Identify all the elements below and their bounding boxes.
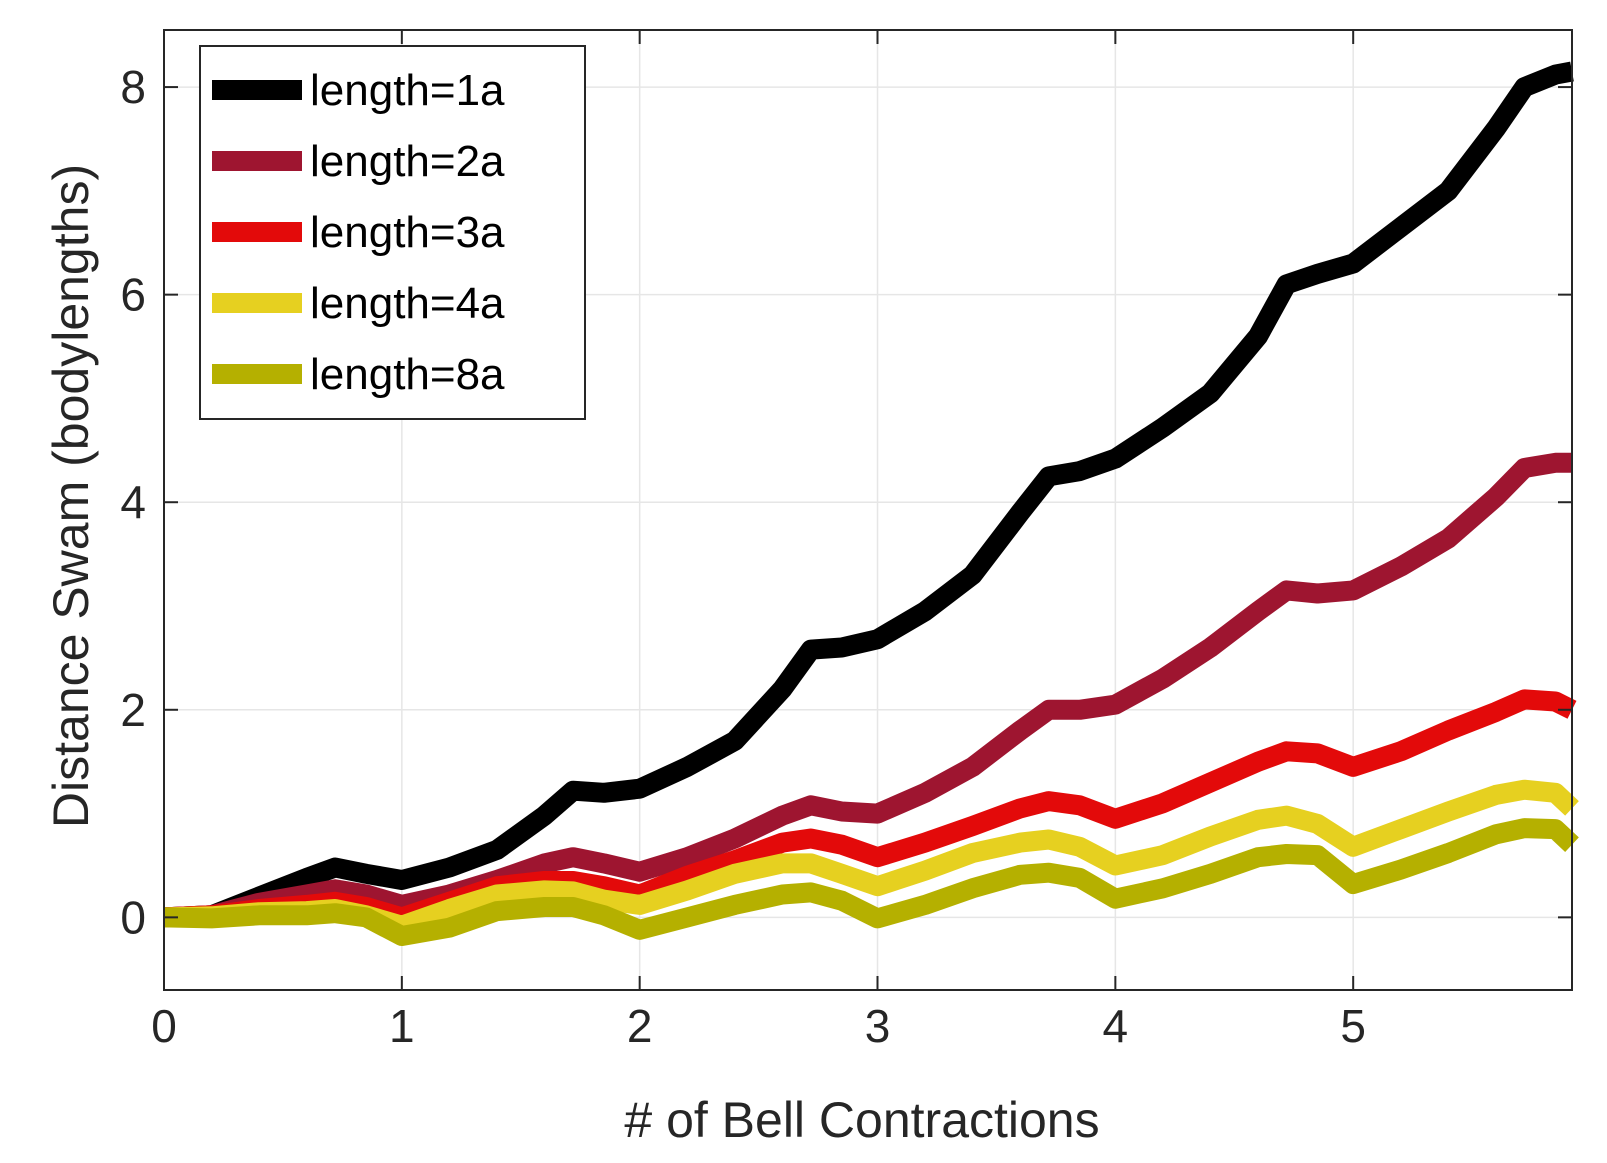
y-axis-label: Distance Swam (bodylengths) bbox=[43, 164, 99, 828]
plot-frame bbox=[163, 29, 1573, 991]
legend-label: length=4a bbox=[310, 279, 505, 328]
legend: length=1a length=2a length=3a length=4a leng… bbox=[199, 45, 586, 420]
y-tick-label: 6 bbox=[120, 269, 146, 321]
x-tick-label: 4 bbox=[1103, 1000, 1129, 1052]
y-tick-label: 0 bbox=[120, 891, 146, 943]
legend-label: length=8a bbox=[310, 350, 505, 399]
x-tick-label: 3 bbox=[865, 1000, 891, 1052]
y-tick-label: 8 bbox=[120, 61, 146, 113]
legend-label: length=2a bbox=[310, 137, 505, 186]
series-line-5: length=8a bbox=[163, 818, 1579, 946]
x-tick-label: 5 bbox=[1340, 1000, 1366, 1052]
axes bbox=[163, 29, 1573, 991]
legend-label: length=3a bbox=[310, 208, 505, 257]
x-tick-label: 1 bbox=[389, 1000, 415, 1052]
y-tick-label: 2 bbox=[120, 684, 146, 736]
y-tick-label: 4 bbox=[120, 476, 146, 528]
legend-label: length=1a bbox=[310, 66, 505, 115]
series-line-1: length=1a bbox=[163, 61, 1574, 928]
series-line-2: length=2a bbox=[163, 452, 1572, 928]
series-lines: length=1a length=2a length=3a length=4a leng… bbox=[163, 61, 1579, 946]
tick-labels: 0 1 2 3 4 5 0 2 4 6 8 bbox=[120, 61, 1366, 1052]
x-tick-label: 0 bbox=[151, 1000, 177, 1052]
x-tick-label: 2 bbox=[627, 1000, 653, 1052]
x-axis-label: # of Bell Contractions bbox=[624, 1092, 1099, 1148]
